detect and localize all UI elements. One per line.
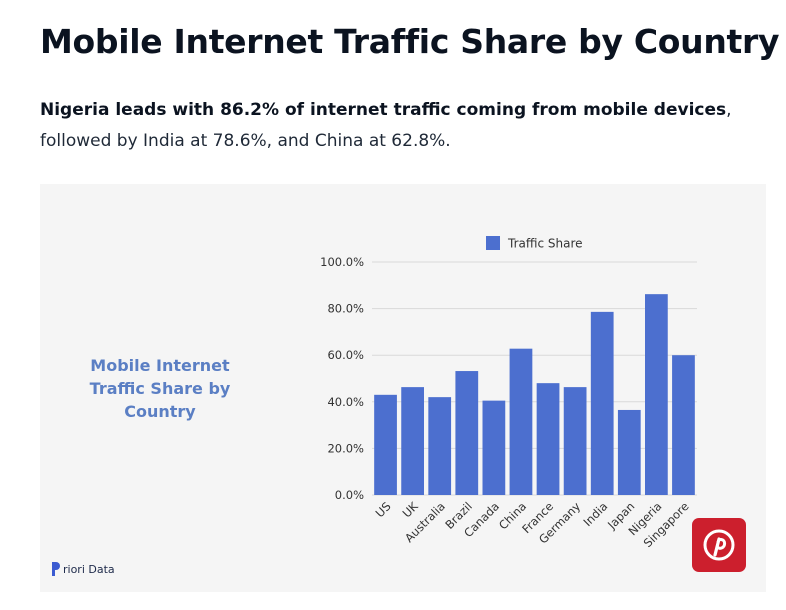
bar-uk (401, 387, 424, 495)
bars (374, 294, 695, 495)
pinterest-save-button[interactable] (692, 518, 746, 572)
bar-nigeria (645, 294, 668, 495)
x-axis-ticks: US UKAustraliaBrazilCanadaChinaFranceGerm… (373, 499, 692, 550)
x-tick-label: UK (400, 499, 422, 521)
y-tick-label: 80.0% (327, 302, 364, 316)
bar-india (590, 311, 614, 495)
summary-text: Nigeria leads with 86.2% of internet tra… (40, 95, 770, 157)
x-tick-label: US (373, 499, 394, 520)
y-tick-label: 100.0% (320, 255, 364, 269)
chart-card-heading: Mobile Internet Traffic Share by Country (89, 356, 231, 421)
y-tick-label: 60.0% (327, 348, 364, 362)
bar-japan (617, 409, 641, 495)
bar-australia (428, 397, 452, 495)
bar-singapore (672, 355, 695, 495)
legend-label: Traffic Share (507, 237, 583, 251)
brand-name: riori Data (63, 562, 115, 576)
bar-chart: 0.0%20.0%40.0%60.0%80.0%100.0% US UKAustr… (320, 236, 697, 550)
y-tick-label: 20.0% (327, 441, 364, 455)
bar-germany (563, 387, 587, 495)
bar-brazil (455, 371, 479, 495)
legend: Traffic Share (486, 236, 583, 251)
legend-swatch (486, 236, 500, 250)
grid-lines (372, 261, 697, 496)
y-axis-ticks: 0.0% 20.0% 40.0% 60.0% 80.0% 100.0% (320, 255, 364, 502)
y-tick-label: 40.0% (327, 395, 364, 409)
chart-card: Mobile Internet Traffic Share by Country… (40, 184, 766, 592)
brand-logo: riori Data (52, 560, 115, 578)
summary-bold: Nigeria leads with 86.2% of internet tra… (40, 100, 727, 120)
bar-canada (482, 400, 506, 495)
bar-china (509, 348, 533, 495)
summary-rest: , followed by India at 78.6%, and China … (40, 100, 732, 151)
bar-us (374, 394, 397, 495)
y-tick-label: 0.0% (335, 488, 364, 502)
page-title: Mobile Internet Traffic Share by Country (40, 22, 780, 61)
brand-mark-icon (52, 562, 60, 576)
pinterest-icon (703, 529, 735, 561)
bar-france (536, 383, 560, 495)
x-tick-label: India (580, 499, 610, 529)
